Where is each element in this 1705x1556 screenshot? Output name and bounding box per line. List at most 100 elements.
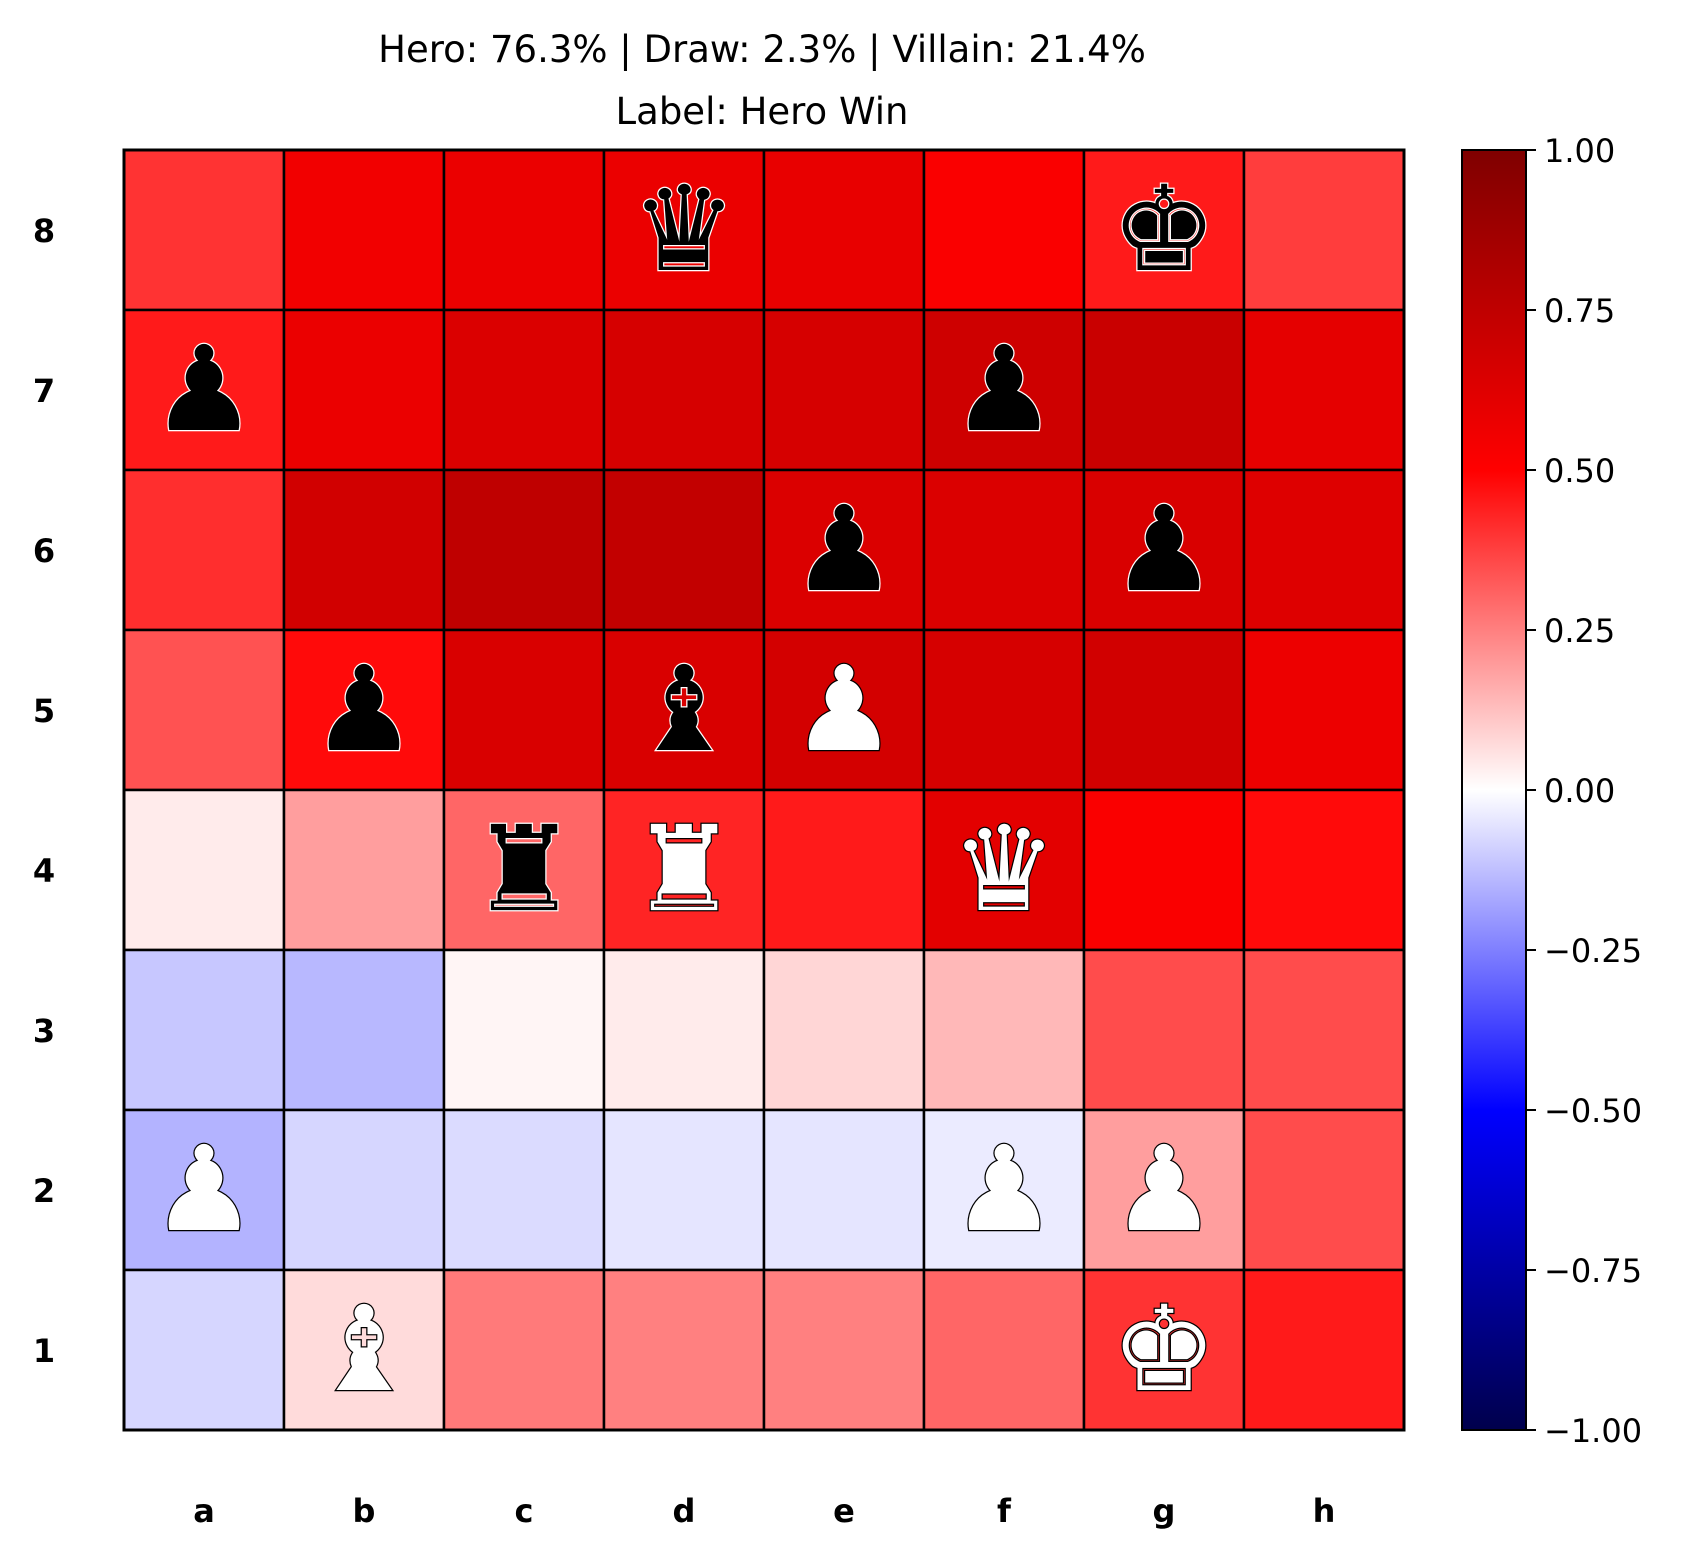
cell-f4 [922, 788, 1086, 952]
board-frame [122, 148, 1406, 1432]
cell-f7 [922, 308, 1086, 472]
black-queen-d8: ♛ [631, 160, 737, 298]
black-pawn-f7: ♟ [951, 320, 1057, 458]
cell-a3 [122, 948, 286, 1112]
rank-label-1: 1 [33, 1332, 55, 1370]
rank-label-5: 5 [33, 692, 55, 730]
colorbar-tick-label: 0.00 [1544, 772, 1615, 810]
colorbar-tick-label: 0.75 [1544, 292, 1615, 330]
colorbar-tick-label: 0.25 [1544, 612, 1615, 650]
cell-e6 [762, 468, 926, 632]
cell-g6 [1082, 468, 1246, 632]
rank-label-8: 8 [33, 212, 55, 250]
cell-c7 [442, 308, 606, 472]
rank-labels: 8 7 6 5 4 3 2 1 [33, 212, 55, 1370]
white-rook-d4: ♜ [631, 800, 737, 938]
chart-subtitle: Label: Hero Win [616, 90, 909, 133]
cell-a6 [122, 468, 286, 632]
cell-g2 [1082, 1108, 1246, 1272]
cell-d6 [602, 468, 766, 632]
cell-c5 [442, 628, 606, 792]
black-bishop-d5: ♝ [631, 640, 737, 778]
cell-b7 [282, 308, 446, 472]
cell-c3 [442, 948, 606, 1112]
cell-f5 [922, 628, 1086, 792]
cell-c8 [442, 148, 606, 312]
cell-g5 [1082, 628, 1246, 792]
cell-a8 [122, 148, 286, 312]
cell-f8 [922, 148, 1086, 312]
rank-label-4: 4 [33, 852, 55, 890]
cell-g4 [1082, 788, 1246, 952]
cell-c2 [442, 1108, 606, 1272]
cell-f3 [922, 948, 1086, 1112]
cell-h1 [1242, 1268, 1406, 1432]
file-label-e: e [833, 1492, 855, 1530]
cell-f1 [922, 1268, 1086, 1432]
cell-d7 [602, 308, 766, 472]
cell-b4 [282, 788, 446, 952]
file-label-h: h [1313, 1492, 1336, 1530]
chart-title: Hero: 76.3% | Draw: 2.3% | Villain: 21.4… [378, 28, 1146, 71]
cell-f6 [922, 468, 1086, 632]
cell-e2 [762, 1108, 926, 1272]
file-label-f: f [997, 1492, 1012, 1530]
colorbar-tick-label: −1.00 [1544, 1412, 1642, 1450]
cell-e1 [762, 1268, 926, 1432]
rank-label-3: 3 [33, 1012, 55, 1050]
cell-d5 [602, 628, 766, 792]
black-pawn-a7: ♟ [151, 320, 257, 458]
cell-e7 [762, 308, 926, 472]
colorbar-tick-label: 0.50 [1544, 452, 1615, 490]
cell-h4 [1242, 788, 1406, 952]
cell-g3 [1082, 948, 1246, 1112]
white-bishop-b1: ♝ [311, 1280, 417, 1418]
colorbar-tick-label: 1.00 [1544, 132, 1615, 170]
file-label-d: d [673, 1492, 696, 1530]
colorbar-tick-label: −0.75 [1544, 1252, 1642, 1290]
cell-a5 [122, 628, 286, 792]
cell-e5 [762, 628, 926, 792]
file-labels: a b c d e f g h [193, 1492, 1335, 1530]
cell-g7 [1082, 308, 1246, 472]
black-rook-c4: ♜ [471, 800, 577, 938]
cell-d2 [602, 1108, 766, 1272]
cell-h7 [1242, 308, 1406, 472]
cell-h5 [1242, 628, 1406, 792]
cell-a4 [122, 788, 286, 952]
cell-c1 [442, 1268, 606, 1432]
cell-a2 [122, 1108, 286, 1272]
colorbar-ticks: 1.00 0.75 0.50 0.25 0.00 −0.25 −0.50 −0.75 −1.00 [1526, 132, 1642, 1450]
colorbar-tick-label: −0.50 [1544, 1092, 1642, 1130]
rank-label-7: 7 [33, 372, 55, 410]
rank-label-2: 2 [33, 1172, 55, 1210]
cell-e3 [762, 948, 926, 1112]
cell-h3 [1242, 948, 1406, 1112]
white-queen-f4: ♛ [951, 800, 1057, 938]
cell-a1 [122, 1268, 286, 1432]
cell-h8 [1242, 148, 1406, 312]
black-pawn-e6: ♟ [791, 480, 897, 618]
black-king-g8: ♚ [1111, 160, 1217, 298]
cell-d1 [602, 1268, 766, 1432]
black-pawn-g6: ♟ [1111, 480, 1217, 618]
cell-b2 [282, 1108, 446, 1272]
cell-f2 [922, 1108, 1086, 1272]
colorbar-gradient [1461, 149, 1527, 1431]
file-label-b: b [353, 1492, 376, 1530]
cell-e4 [762, 788, 926, 952]
colorbar-tick-label: −0.25 [1544, 932, 1642, 970]
white-pawn-g2: ♟ [1111, 1120, 1217, 1258]
cell-d4 [602, 788, 766, 952]
cell-h6 [1242, 468, 1406, 632]
cell-b3 [282, 948, 446, 1112]
white-pawn-a2: ♟ [151, 1120, 257, 1258]
file-label-g: g [1153, 1492, 1176, 1530]
file-label-a: a [193, 1492, 215, 1530]
colorbar: 1.00 0.75 0.50 0.25 0.00 −0.25 −0.50 −0.75 −1.00 [1461, 132, 1642, 1450]
cell-b6 [282, 468, 446, 632]
cell-d8 [602, 148, 766, 312]
white-pawn-e5: ♟ [791, 640, 897, 778]
rank-label-6: 6 [33, 532, 55, 570]
black-pawn-b5: ♟ [311, 640, 417, 778]
